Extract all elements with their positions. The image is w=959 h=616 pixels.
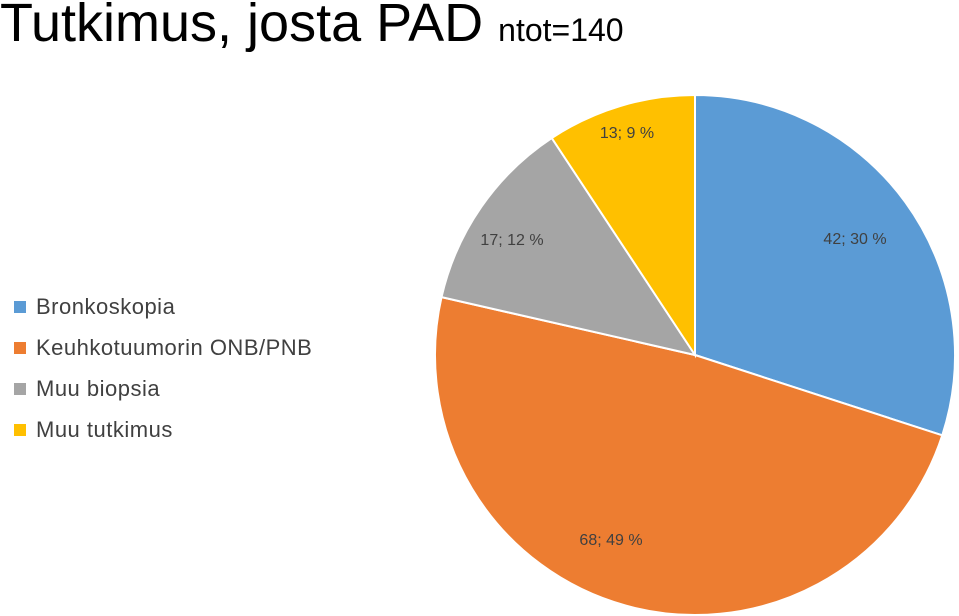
chart-title-main: Tutkimus, josta PAD — [0, 0, 499, 53]
pie-slice — [550, 93, 696, 359]
legend-label: Bronkoskopia — [36, 293, 176, 319]
pie-slice — [440, 136, 698, 357]
legend-item: Keuhkotuumorin ONB/PNB — [14, 327, 312, 368]
legend-swatch — [14, 423, 26, 436]
chart-title-sub: ntot=140 — [498, 12, 624, 48]
pie-slice — [434, 295, 944, 616]
legend-swatch — [14, 382, 26, 395]
data-label: 17; 12 % — [480, 232, 543, 249]
data-label: 13; 9 % — [600, 125, 654, 142]
data-label: 42; 30 % — [823, 231, 886, 248]
legend-item: Muu biopsia — [14, 368, 312, 409]
legend-item: Bronkoskopia — [14, 286, 312, 327]
legend-label: Muu biopsia — [36, 375, 161, 401]
legend-item: Muu tutkimus — [14, 409, 312, 450]
legend: Bronkoskopia Keuhkotuumorin ONB/PNB Muu … — [14, 286, 312, 450]
chart-title: Tutkimus, josta PAD ntot=140 — [0, 0, 624, 54]
data-label: 68; 49 % — [579, 532, 642, 549]
legend-swatch — [14, 300, 26, 313]
legend-swatch — [14, 341, 26, 354]
pie-slice — [694, 93, 956, 437]
legend-label: Keuhkotuumorin ONB/PNB — [36, 334, 313, 360]
legend-label: Muu tutkimus — [36, 416, 173, 442]
